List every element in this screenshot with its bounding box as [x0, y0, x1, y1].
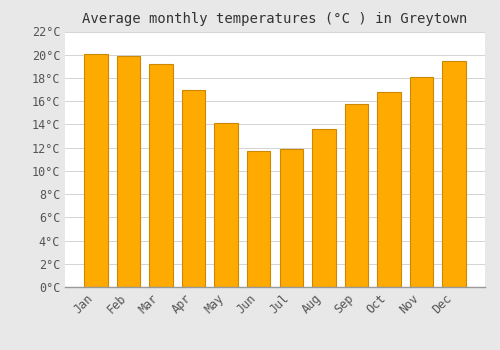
- Bar: [442, 61, 466, 287]
- Bar: [182, 90, 206, 287]
- Bar: [84, 54, 108, 287]
- Bar: [149, 64, 172, 287]
- Bar: [312, 129, 336, 287]
- Bar: [378, 92, 401, 287]
- Bar: [344, 104, 368, 287]
- Bar: [280, 149, 303, 287]
- Bar: [116, 56, 140, 287]
- Bar: [214, 123, 238, 287]
- Title: Average monthly temperatures (°C ) in Greytown: Average monthly temperatures (°C ) in Gr…: [82, 12, 468, 26]
- Bar: [410, 77, 434, 287]
- Bar: [247, 151, 270, 287]
